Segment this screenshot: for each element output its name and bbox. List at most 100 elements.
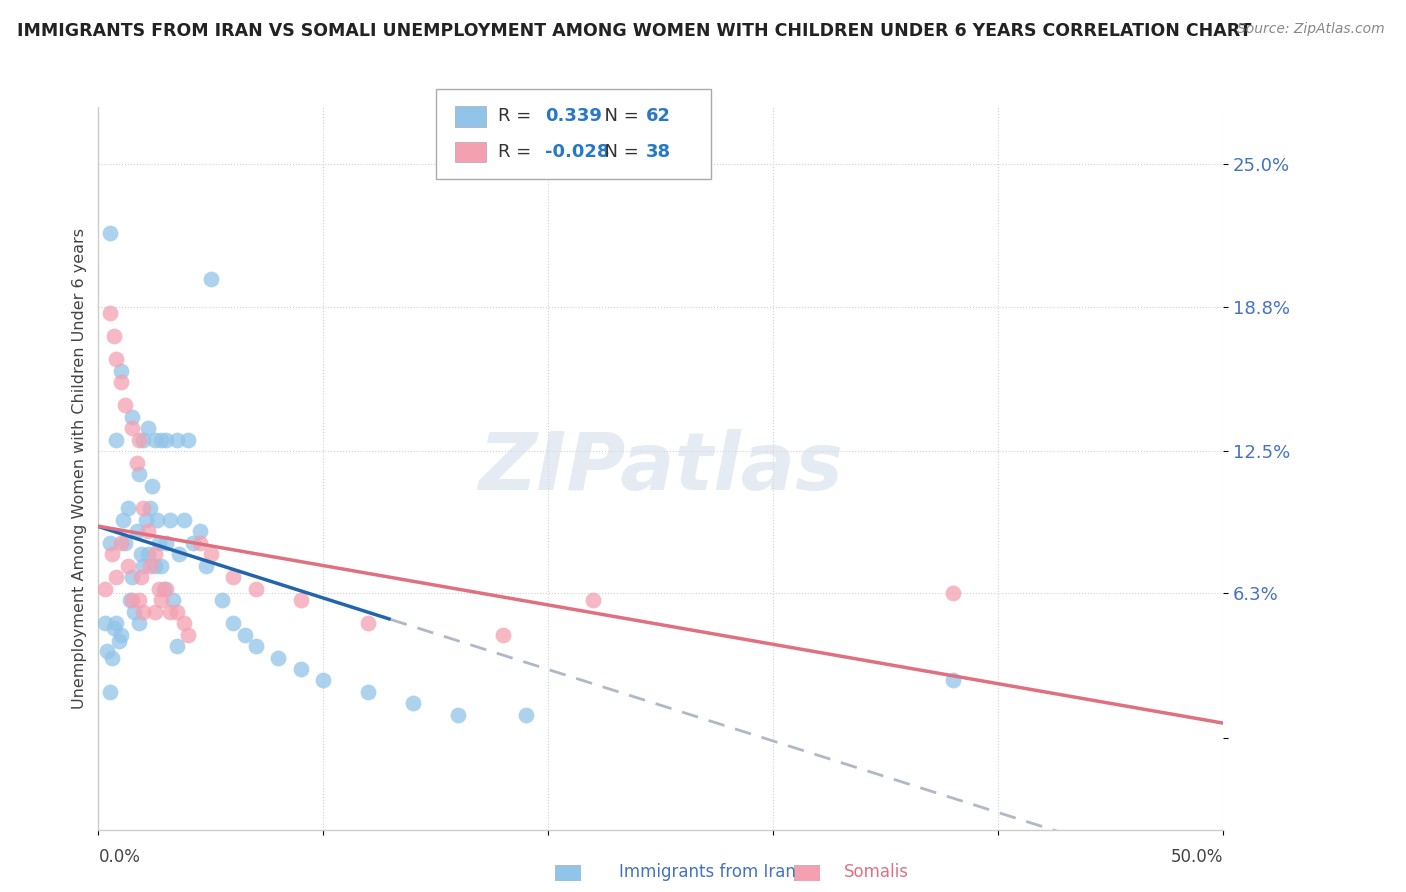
Point [101,650,124,665]
Text: 50.0%: 50.0% [1171,848,1223,866]
Point [135,513,157,527]
Point [582,593,605,607]
Point [162,593,184,607]
Point [121,421,143,435]
Point [150,433,173,447]
Point [129,547,152,561]
Point [245,639,267,653]
Point [211,593,233,607]
Point [110,627,132,641]
Point [141,478,163,492]
Point [148,536,170,550]
Point [143,558,166,573]
Point [105,433,128,447]
Point [121,570,143,584]
Point [181,536,204,550]
Point [121,409,143,424]
Point [312,673,335,688]
Point [155,433,177,447]
Point [139,558,162,573]
FancyBboxPatch shape [456,106,486,127]
FancyBboxPatch shape [456,142,486,162]
Text: R =: R = [498,107,537,126]
Text: N =: N = [593,107,645,126]
Text: Somalis: Somalis [844,863,908,881]
Text: 38: 38 [647,143,671,161]
Point [136,524,159,539]
Point [98,226,121,240]
Text: -0.028: -0.028 [546,143,609,161]
Point [125,456,148,470]
Point [132,501,155,516]
Point [98,306,121,320]
Text: 62: 62 [647,107,671,126]
Point [245,582,267,596]
Point [169,547,191,561]
Point [188,536,211,550]
Point [200,547,222,561]
Point [105,616,128,631]
Point [173,513,195,527]
Point [103,621,125,635]
Text: Immigrants from Iran: Immigrants from Iran [619,863,796,881]
Point [222,616,245,631]
Point [515,707,537,722]
Point [96,643,118,657]
Point [136,421,159,435]
Text: ZIPatlas: ZIPatlas [478,429,844,508]
Point [155,536,177,550]
Point [177,433,200,447]
Point [105,570,128,584]
Point [155,582,177,596]
Point [117,501,139,516]
Point [267,650,290,665]
Point [159,513,181,527]
Text: R =: R = [498,143,537,161]
Text: Source: ZipAtlas.com: Source: ZipAtlas.com [1237,22,1385,37]
Text: 0.0%: 0.0% [98,848,141,866]
Point [492,627,515,641]
Point [166,433,188,447]
Point [132,433,155,447]
Point [150,593,173,607]
Point [132,558,155,573]
Point [110,376,132,390]
Point [128,593,150,607]
Point [222,570,245,584]
Point [125,524,148,539]
Point [136,547,159,561]
Point [110,536,132,550]
Point [942,673,965,688]
Point [146,513,169,527]
FancyBboxPatch shape [436,89,711,179]
Point [118,593,141,607]
Point [177,627,200,641]
Text: IMMIGRANTS FROM IRAN VS SOMALI UNEMPLOYMENT AMONG WOMEN WITH CHILDREN UNDER 6 YE: IMMIGRANTS FROM IRAN VS SOMALI UNEMPLOYM… [17,22,1251,40]
Point [117,558,139,573]
Point [195,558,218,573]
Point [357,616,380,631]
Text: 0.339: 0.339 [546,107,602,126]
Point [128,616,150,631]
Point [129,570,152,584]
Point [402,697,425,711]
Point [94,616,117,631]
Point [128,433,150,447]
Point [98,536,121,550]
Point [188,524,211,539]
Point [166,639,188,653]
Point [290,593,312,607]
Point [112,513,135,527]
Y-axis label: Unemployment Among Women with Children Under 6 years: Unemployment Among Women with Children U… [72,227,87,709]
Point [114,536,136,550]
Point [942,586,965,600]
Point [98,685,121,699]
Point [105,352,128,367]
Point [233,627,256,641]
Point [128,467,150,481]
Point [124,605,146,619]
Point [101,547,124,561]
Point [290,662,312,676]
Point [447,707,470,722]
Point [110,364,132,378]
